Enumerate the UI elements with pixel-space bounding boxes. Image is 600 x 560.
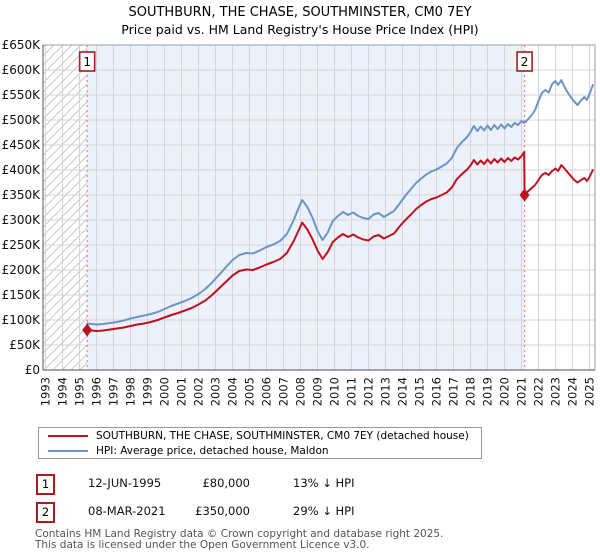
sale-marker-box-2: [516, 51, 533, 72]
property-line-swatch: [48, 434, 88, 437]
x-tick-label: 2002: [192, 377, 206, 406]
sale-diamond-2: [519, 188, 530, 202]
y-tick-label: £300K: [2, 213, 42, 227]
sale-marker-number-2: 2: [521, 55, 529, 69]
x-tick-label: 1998: [124, 377, 138, 406]
x-tick-label: 2007: [277, 377, 291, 406]
footer-line-1: Contains HM Land Registry data © Crown c…: [35, 528, 444, 540]
x-tick-label: 1993: [39, 377, 53, 406]
x-tick-label: 2004: [226, 377, 240, 406]
x-tick-label: 2009: [311, 377, 325, 406]
x-tick-label: 2016: [430, 377, 444, 406]
sale-1-price: £80,000: [202, 476, 250, 490]
y-tick-label: £0: [25, 363, 40, 377]
x-tick-label: 1994: [56, 377, 70, 406]
x-tick-label: 2020: [498, 377, 512, 406]
y-tick-label: £500K: [2, 113, 42, 127]
sale-2-number-box: 2: [36, 502, 55, 523]
x-tick-label: 2000: [158, 377, 172, 406]
footer-line-2: This data is licensed under the Open Gov…: [35, 539, 370, 551]
sale-2-date: 08-MAR-2021: [88, 504, 166, 518]
legend-item-property: SOUTHBURN, THE CHASE, SOUTHMINSTER, CM0 …: [48, 430, 481, 442]
x-tick-label: 2023: [549, 377, 563, 406]
y-tick-label: £50K: [9, 338, 41, 352]
x-tick-label: 2006: [260, 377, 274, 406]
x-tick-label: 2017: [447, 377, 461, 406]
property-price-line: [86, 151, 594, 332]
sale-2-price: £350,000: [195, 504, 250, 518]
y-tick-label: £650K: [2, 38, 42, 52]
x-tick-label: 2012: [362, 377, 376, 406]
y-tick-label: £250K: [2, 238, 42, 252]
x-tick-label: 2008: [294, 377, 308, 406]
sale-diamond-1: [82, 323, 93, 337]
sale-1-number-box: 1: [36, 474, 55, 495]
sale-2-hpi-diff: 29% ↓ HPI: [293, 504, 355, 518]
legend-item-hpi: HPI: Average price, detached house, Mald…: [48, 445, 481, 457]
legend-label-property: SOUTHBURN, THE CHASE, SOUTHMINSTER, CM0 …: [96, 429, 469, 442]
x-tick-label: 2010: [328, 377, 342, 406]
chart-subtitle: Price paid vs. HM Land Registry's House …: [121, 22, 479, 37]
sale-1-hpi-diff: 13% ↓ HPI: [293, 476, 355, 490]
legend: SOUTHBURN, THE CHASE, SOUTHMINSTER, CM0 …: [38, 427, 482, 459]
x-tick-label: 2005: [243, 377, 257, 406]
sale-annotation-2: 2 08-MAR-2021 £350,000 29% ↓ HPI: [0, 502, 600, 523]
sale-marker-box-1: [78, 51, 96, 72]
hpi-line-swatch: [48, 449, 88, 452]
x-tick-label: 2011: [345, 377, 359, 406]
x-tick-label: 2022: [532, 377, 546, 406]
legend-label-hpi: HPI: Average price, detached house, Mald…: [96, 444, 329, 457]
x-tick-label: 2015: [413, 377, 427, 406]
x-tick-label: 1997: [107, 377, 121, 406]
y-tick-label: £200K: [2, 263, 42, 277]
y-tick-label: £150K: [2, 288, 42, 302]
sale-annotation-1: 1 12-JUN-1995 £80,000 13% ↓ HPI: [0, 474, 600, 495]
x-tick-label: 1996: [90, 377, 104, 406]
y-tick-label: £100K: [2, 313, 42, 327]
price-chart: 1 2 £0 £50K £100K £150K £200K £250K £300K £350K £4…: [2, 38, 597, 406]
y-tick-label: £550K: [2, 88, 42, 102]
hpi-line: [86, 79, 594, 326]
x-tick-label: 1995: [73, 377, 87, 406]
x-tick-label: 2003: [209, 377, 223, 406]
sale-marker-number-1: 1: [83, 55, 91, 69]
y-tick-label: £450K: [2, 138, 42, 152]
x-tick-label: 1999: [141, 377, 155, 406]
sale-1-date: 12-JUN-1995: [88, 476, 162, 490]
y-tick-label: £400K: [2, 163, 42, 177]
y-tick-label: £600K: [2, 63, 42, 77]
pre-data-hatch: [43, 45, 88, 370]
x-tick-label: 2019: [481, 377, 495, 406]
copyright-footer: Contains HM Land Registry data © Crown c…: [35, 529, 443, 551]
x-tick-label: 2021: [515, 377, 529, 406]
chart-title: SOUTHBURN, THE CHASE, SOUTHMINSTER, CM0 …: [128, 5, 472, 20]
x-tick-label: 2025: [583, 377, 597, 406]
x-tick-label: 2001: [175, 377, 189, 406]
x-tick-label: 2013: [379, 377, 393, 406]
y-tick-label: £350K: [2, 188, 42, 202]
ownership-period-shading: [87, 45, 525, 370]
x-tick-label: 2024: [566, 377, 580, 406]
x-tick-label: 2018: [464, 377, 478, 406]
x-tick-label: 2014: [396, 377, 410, 406]
